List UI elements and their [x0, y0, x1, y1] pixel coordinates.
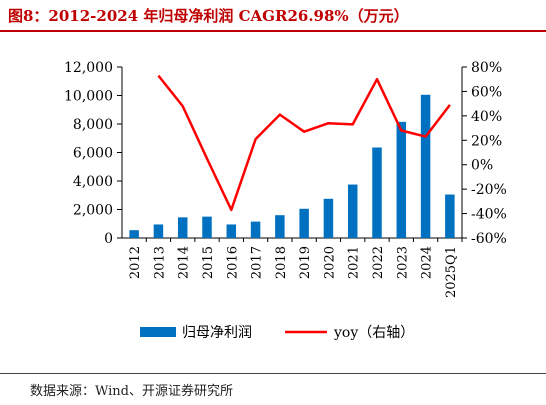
right-tick-label: 20% — [471, 133, 502, 149]
bar — [420, 94, 431, 238]
right-tick-label: -60% — [471, 231, 507, 247]
right-tick-label: 80% — [471, 60, 502, 76]
left-tick-label: 6,000 — [73, 146, 113, 162]
x-tick-label: 2017 — [250, 246, 265, 279]
right-tick-label: 0% — [471, 158, 493, 174]
source-rule — [0, 373, 546, 374]
x-tick-label: 2012 — [128, 246, 143, 279]
bar — [396, 121, 407, 238]
x-tick-label: 2013 — [152, 246, 167, 279]
bar — [372, 147, 382, 238]
left-tick-label: 12,000 — [64, 60, 113, 76]
bar — [226, 224, 237, 238]
bar — [129, 230, 139, 238]
left-tick-label: 10,000 — [64, 89, 113, 105]
chart: 0 2,000 4,000 6,000 8,000 10,000 12,000 -60% -40… — [64, 60, 507, 341]
bar — [202, 216, 212, 238]
left-tick-label: 0 — [104, 231, 113, 247]
right-tick-label: -20% — [471, 182, 507, 198]
left-tick-label: 2,000 — [73, 203, 113, 219]
x-tick-label: 2015 — [201, 246, 216, 279]
x-tick-label: 2018 — [274, 246, 289, 279]
left-tick-label: 4,000 — [73, 174, 113, 190]
x-tick-label: 2014 — [177, 246, 192, 279]
left-tick-label: 8,000 — [73, 117, 113, 133]
x-tick-label: 2023 — [395, 246, 410, 279]
x-tick-label: 2021 — [347, 246, 362, 279]
x-tick-label: 2019 — [298, 246, 313, 279]
x-tick-label: 2016 — [225, 246, 240, 279]
source-note: 数据来源：Wind、开源证券研究所 — [30, 384, 233, 399]
legend-line-label: yoy（右轴） — [333, 325, 414, 341]
right-tick-label: 60% — [471, 84, 502, 100]
bar — [323, 198, 334, 238]
bar — [153, 224, 164, 238]
figure-title: 图8：2012-2024 年归母净利润 CAGR26.98%（万元） — [8, 7, 409, 25]
bar — [347, 184, 358, 238]
bar — [177, 217, 188, 238]
legend-bar-label: 归母净利润 — [182, 324, 252, 341]
bar — [250, 221, 261, 238]
yoy-line — [157, 74, 451, 212]
bar — [299, 208, 309, 238]
x-tick-label: 2025Q1 — [444, 246, 459, 298]
x-tick-label: 2024 — [420, 246, 435, 279]
bar — [445, 194, 455, 238]
x-tick-label: 2022 — [371, 246, 386, 279]
legend-bar-swatch — [140, 327, 176, 337]
right-tick-label: -40% — [471, 207, 507, 223]
bar — [275, 215, 285, 238]
right-tick-label: 40% — [471, 109, 502, 125]
x-tick-label: 2020 — [322, 246, 337, 279]
title-rule — [0, 30, 546, 32]
